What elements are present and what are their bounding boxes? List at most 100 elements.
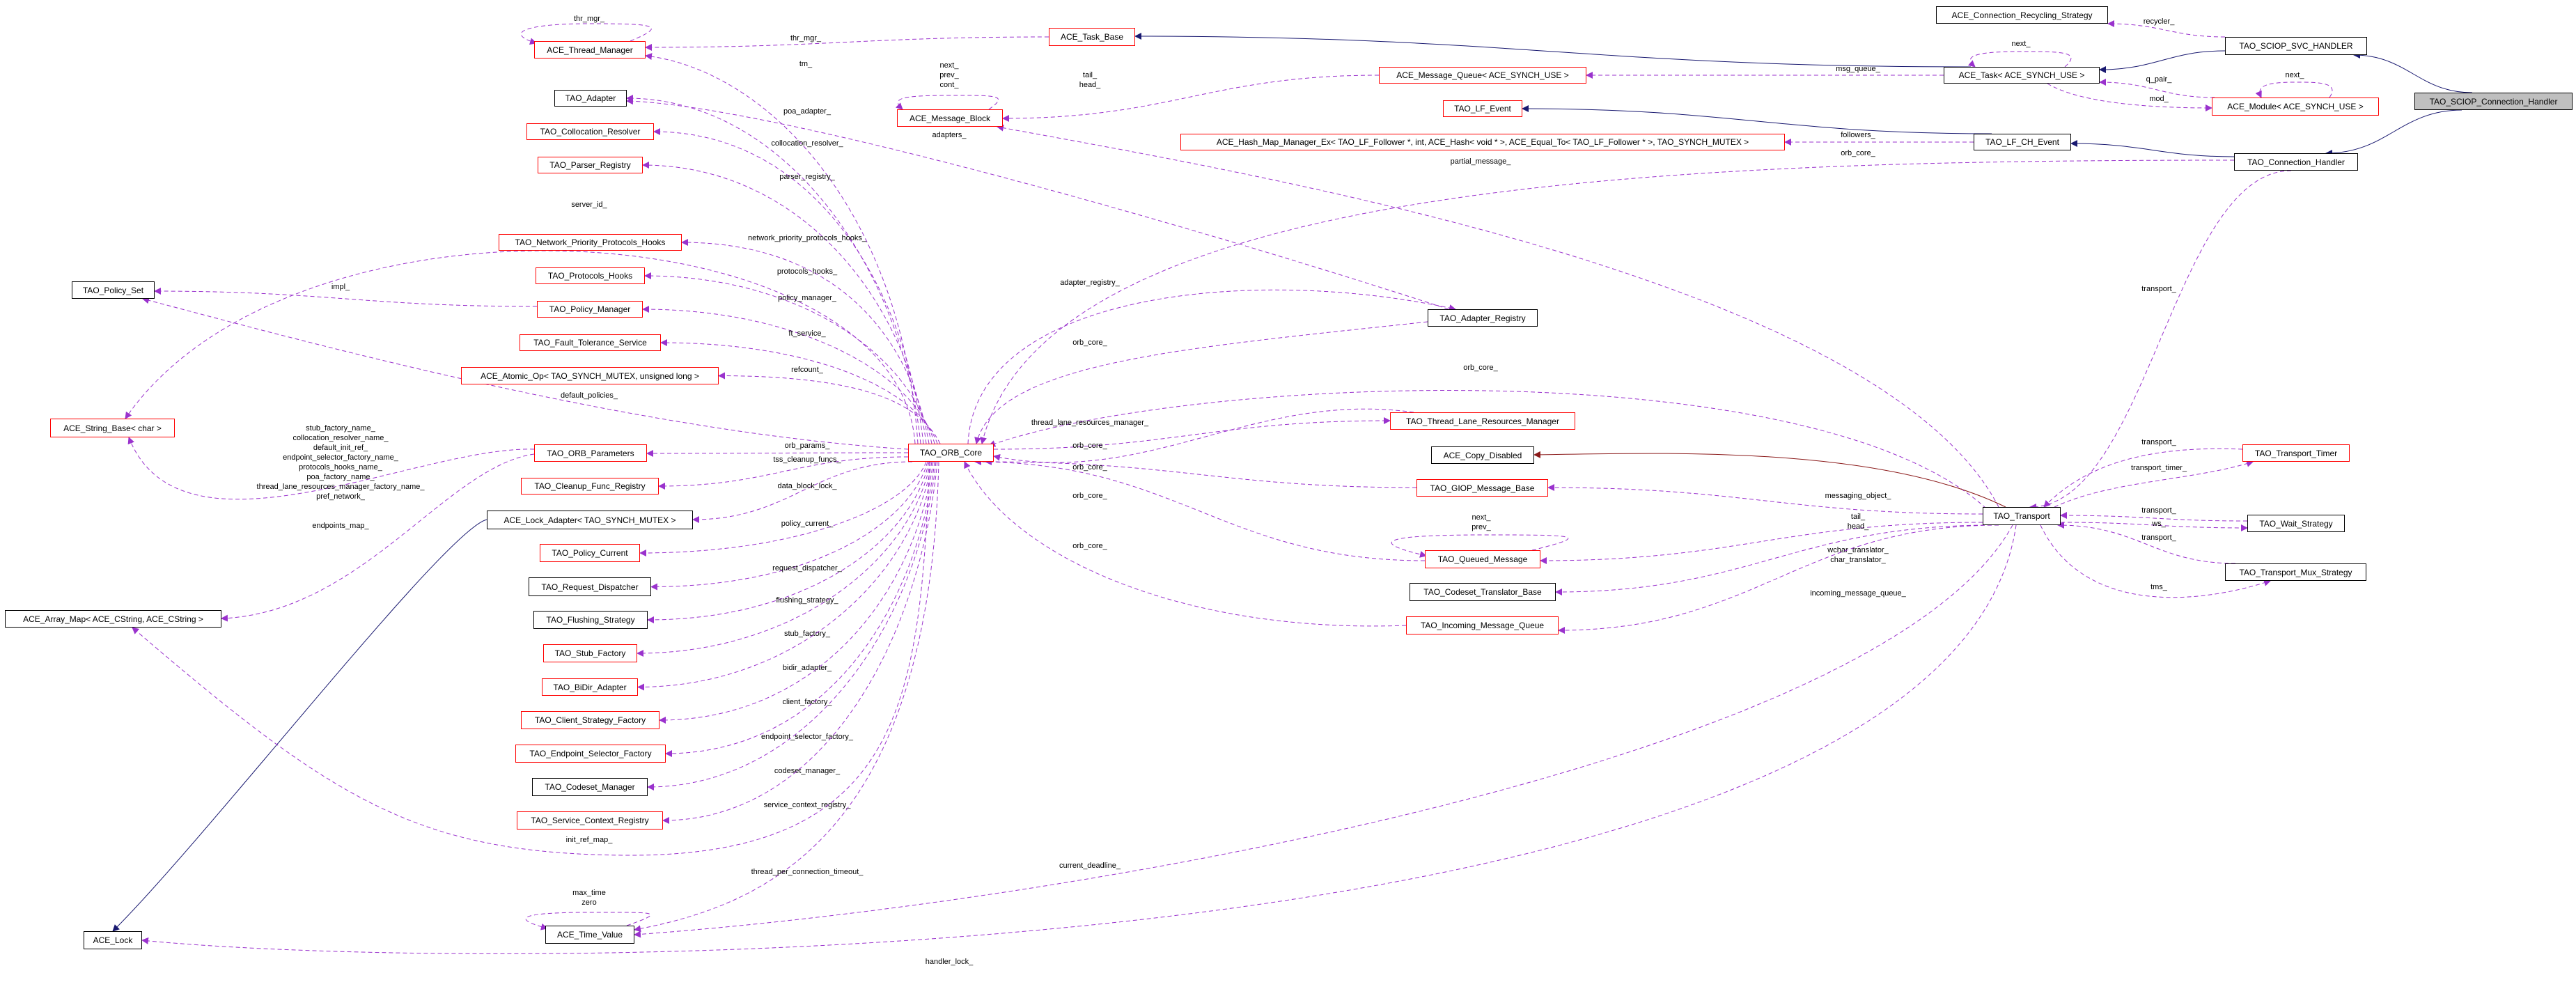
class-node-label: TAO_Codeset_Manager — [545, 782, 635, 792]
edge-ar-to-ad — [626, 98, 1449, 310]
class-node-label: TAO_Policy_Set — [82, 285, 144, 295]
class-node-tao-orb-parameters[interactable]: TAO_ORB_Parameters — [534, 444, 647, 462]
edge-oc-to-pm — [642, 306, 935, 444]
class-node-tao-cleanup-func-registry[interactable]: TAO_Cleanup_Func_Registry — [521, 478, 659, 494]
class-node-tao-flushing-strategy[interactable]: TAO_Flushing_Strategy — [533, 611, 648, 629]
edge-oc-to-tl — [993, 417, 1391, 450]
edge-sh-to-ch — [2325, 109, 2462, 157]
class-node-tao-policy-set[interactable]: TAO_Policy_Set — [72, 281, 155, 299]
class-node-tao-incoming-message-queue[interactable]: TAO_Incoming_Message_Queue — [1406, 616, 1559, 634]
class-node-tao-sciop-svc-handler[interactable]: TAO_SCIOP_SVC_HANDLER — [2225, 37, 2367, 55]
edge-label: ws_ — [2151, 520, 2166, 528]
edge-ch-to-tr — [2029, 170, 2292, 511]
class-node-ace-array-map-ace-cstring-ace-cstring[interactable]: ACE_Array_Map< ACE_CString, ACE_CString … — [5, 610, 221, 628]
edge-oc-to-ft — [660, 339, 938, 444]
edge-oc-to-ba — [637, 461, 932, 691]
edge-tr-to-tt — [2054, 460, 2254, 508]
class-node-tao-bidir-adapter[interactable]: TAO_BiDir_Adapter — [542, 678, 638, 696]
class-node-tao-policy-current[interactable]: TAO_Policy_Current — [540, 544, 640, 562]
edge-label: ft_service_ — [788, 329, 826, 338]
class-node-tao-collocation-resolver[interactable]: TAO_Collocation_Resolver — [526, 123, 654, 140]
class-node-tao-adapter-registry[interactable]: TAO_Adapter_Registry — [1428, 309, 1538, 327]
class-node-ace-time-value[interactable]: ACE_Time_Value — [545, 926, 634, 944]
class-node-tao-codeset-translator-base[interactable]: TAO_Codeset_Translator_Base — [1410, 583, 1556, 601]
edge-oc-to-sc — [662, 461, 938, 824]
edge-lc-to-le — [1522, 105, 1992, 134]
class-node-ace-atomic-op-tao-synch-mutex-unsigned-long[interactable]: ACE_Atomic_Op< TAO_SYNCH_MUTEX, unsigned… — [461, 367, 719, 384]
edge-label: default_init_ref_ — [313, 444, 368, 452]
class-node-tao-parser-registry[interactable]: TAO_Parser_Registry — [538, 157, 643, 173]
edge-label: partial_message_ — [1451, 157, 1512, 166]
edge-mq-to-mb — [1002, 75, 1380, 122]
class-node-ace-connection-recycling-strategy[interactable]: ACE_Connection_Recycling_Strategy — [1936, 6, 2108, 24]
class-node-tao-thread-lane-resources-manager[interactable]: TAO_Thread_Lane_Resources_Manager — [1390, 412, 1575, 430]
class-node-tao-protocols-hooks[interactable]: TAO_Protocols_Hooks — [536, 267, 645, 284]
edge-at-to-tb — [1134, 33, 1972, 68]
class-node-tao-client-strategy-factory[interactable]: TAO_Client_Strategy_Factory — [521, 711, 659, 729]
class-node-ace-string-base-char[interactable]: ACE_String_Base< char > — [50, 419, 175, 437]
class-node-tao-network-priority-protocols-hooks[interactable]: TAO_Network_Priority_Protocols_Hooks — [499, 234, 682, 251]
class-node-tao-fault-tolerance-service[interactable]: TAO_Fault_Tolerance_Service — [520, 334, 661, 351]
class-node-label: TAO_Policy_Current — [552, 548, 628, 558]
edge-qm-to-qm — [1391, 534, 1569, 558]
class-node-tao-sciop-connection-handler[interactable]: TAO_SCIOP_Connection_Handler — [2414, 93, 2573, 110]
class-node-ace-task-base[interactable]: ACE_Task_Base — [1049, 28, 1135, 46]
class-node-tao-codeset-manager[interactable]: TAO_Codeset_Manager — [532, 778, 648, 796]
class-node-label: ACE_Time_Value — [556, 930, 623, 940]
edge-oc-to-la — [692, 461, 913, 523]
class-node-tao-policy-manager[interactable]: TAO_Policy_Manager — [537, 301, 643, 318]
class-node-ace-message-queue-ace-synch-use[interactable]: ACE_Message_Queue< ACE_SYNCH_USE > — [1379, 67, 1586, 84]
class-node-tao-stub-factory[interactable]: TAO_Stub_Factory — [543, 644, 637, 662]
class-node-tao-giop-message-base[interactable]: TAO_GIOP_Message_Base — [1416, 479, 1548, 497]
edge-oc-to-np — [681, 239, 930, 444]
class-node-tao-service-context-registry[interactable]: TAO_Service_Context_Registry — [517, 811, 663, 830]
edge-tr-to-gm — [1547, 484, 1983, 515]
class-node-tao-lf-event[interactable]: TAO_LF_Event — [1443, 100, 1522, 117]
edge-label: tail_ — [1083, 71, 1098, 79]
class-node-tao-endpoint-selector-factory[interactable]: TAO_Endpoint_Selector_Factory — [515, 745, 666, 763]
edge-tl-to-oc — [993, 408, 1414, 463]
class-node-label: TAO_Service_Context_Registry — [531, 816, 649, 825]
class-node-ace-thread-manager[interactable]: ACE_Thread_Manager — [534, 41, 646, 59]
class-node-ace-hash-map-manager-ex-tao-lf-follower-int-ace-hash-void-ace-equal-to-tao-lf-follower-tao-synch-mutex[interactable]: ACE_Hash_Map_Manager_Ex< TAO_LF_Follower… — [1180, 134, 1785, 150]
class-node-tao-transport-mux-strategy[interactable]: TAO_Transport_Mux_Strategy — [2225, 563, 2366, 581]
edge-label: current_deadline_ — [1059, 862, 1121, 870]
class-node-label: TAO_Transport_Mux_Strategy — [2239, 567, 2352, 577]
class-node-ace-module-ace-synch-use[interactable]: ACE_Module< ACE_SYNCH_USE > — [2212, 98, 2379, 116]
edge-tr-to-mx — [2040, 524, 2271, 598]
class-node-label: TAO_LF_Event — [1454, 104, 1511, 114]
class-node-tao-transport-timer[interactable]: TAO_Transport_Timer — [2242, 444, 2350, 462]
class-node-ace-copy-disabled[interactable]: ACE_Copy_Disabled — [1431, 446, 1534, 464]
class-node-tao-transport[interactable]: TAO_Transport — [1983, 507, 2061, 525]
class-node-label: TAO_Network_Priority_Protocols_Hooks — [515, 237, 666, 247]
class-node-tao-adapter[interactable]: TAO_Adapter — [554, 90, 627, 107]
edge-label: transport_ — [2141, 534, 2176, 542]
class-node-ace-task-ace-synch-use[interactable]: ACE_Task< ACE_SYNCH_USE > — [1944, 67, 2100, 84]
edge-label: orb_core_ — [1841, 149, 1875, 157]
class-node-tao-queued-message[interactable]: TAO_Queued_Message — [1425, 550, 1540, 568]
edge-pm-to-ps — [154, 288, 538, 307]
class-node-label: TAO_Request_Dispatcher — [541, 582, 639, 592]
class-node-tao-request-dispatcher[interactable]: TAO_Request_Dispatcher — [529, 577, 651, 596]
edge-label: server_id_ — [571, 201, 607, 209]
edge-label: policy_current_ — [781, 520, 834, 528]
class-node-label: TAO_LF_CH_Event — [1985, 137, 2059, 147]
class-node-label: TAO_SCIOP_Connection_Handler — [2429, 96, 2558, 107]
class-node-ace-lock-adapter-tao-synch-mutex[interactable]: ACE_Lock_Adapter< TAO_SYNCH_MUTEX > — [487, 511, 693, 529]
edge-ar-to-oc — [974, 321, 1428, 444]
class-node-ace-message-block[interactable]: ACE_Message_Block — [897, 109, 1003, 127]
edge-ch-to-lc — [2070, 140, 2235, 157]
edge-oc-to-pc — [639, 461, 927, 556]
edge-oc-to-cr — [653, 128, 924, 444]
class-node-tao-orb-core[interactable]: TAO_ORB_Core — [908, 444, 994, 462]
class-node-tao-wait-strategy[interactable]: TAO_Wait_Strategy — [2247, 515, 2345, 532]
class-node-tao-lf-ch-event[interactable]: TAO_LF_CH_Event — [1974, 134, 2071, 150]
edge-label: collocation_resolver_name_ — [293, 434, 389, 442]
class-node-label: ACE_Thread_Manager — [547, 45, 633, 55]
class-node-tao-connection-handler[interactable]: TAO_Connection_Handler — [2234, 153, 2358, 171]
edge-label: orb_core_ — [1072, 492, 1107, 500]
edge-label: request_dispatcher_ — [772, 564, 843, 573]
class-node-label: TAO_Protocols_Hooks — [547, 271, 633, 281]
edge-oc-to-cf — [658, 456, 909, 490]
class-node-ace-lock[interactable]: ACE_Lock — [84, 931, 142, 949]
